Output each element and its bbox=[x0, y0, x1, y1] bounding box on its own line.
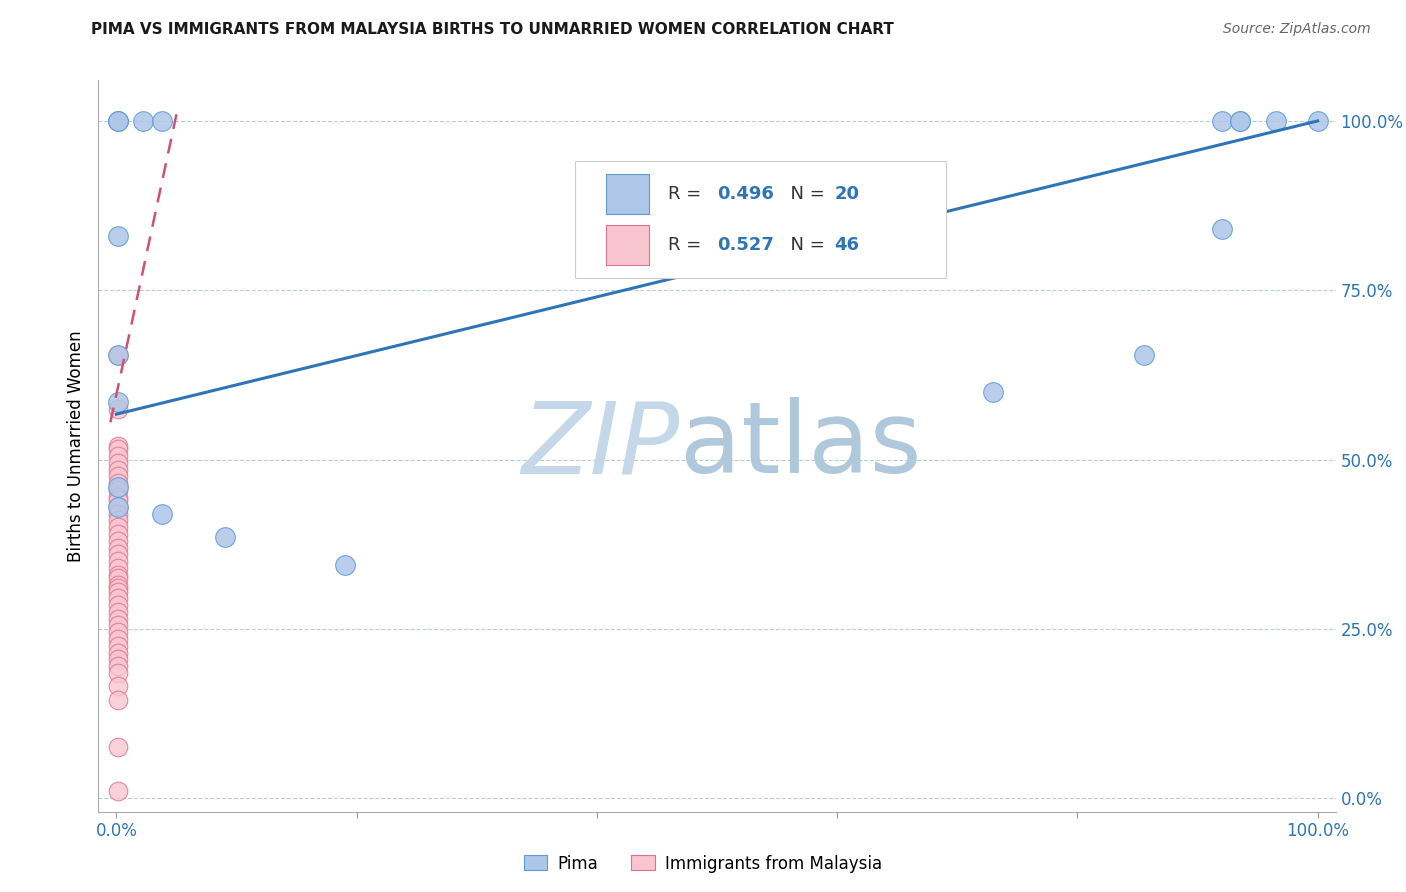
Text: 46: 46 bbox=[835, 235, 859, 254]
Point bbox=[107, 605, 129, 619]
FancyBboxPatch shape bbox=[606, 174, 650, 214]
Point bbox=[107, 659, 129, 673]
Point bbox=[107, 493, 129, 508]
Point bbox=[1211, 114, 1233, 128]
Point bbox=[107, 547, 129, 561]
Point bbox=[107, 114, 129, 128]
Point bbox=[107, 442, 129, 457]
Point bbox=[107, 114, 129, 128]
Point bbox=[107, 680, 129, 694]
Point bbox=[107, 463, 129, 477]
Point bbox=[107, 665, 129, 680]
Point bbox=[107, 584, 129, 599]
Text: N =: N = bbox=[779, 235, 831, 254]
Point bbox=[107, 618, 129, 632]
Text: ZIP: ZIP bbox=[522, 398, 681, 494]
Point bbox=[107, 483, 129, 497]
Point bbox=[1229, 114, 1251, 128]
Text: 0.527: 0.527 bbox=[717, 235, 773, 254]
Point bbox=[214, 530, 236, 544]
Point bbox=[107, 598, 129, 612]
Text: 0.496: 0.496 bbox=[717, 185, 773, 202]
Point bbox=[983, 384, 1005, 399]
Point bbox=[107, 490, 129, 504]
Point bbox=[107, 348, 129, 362]
Point bbox=[107, 625, 129, 640]
Text: Source: ZipAtlas.com: Source: ZipAtlas.com bbox=[1223, 22, 1371, 37]
Text: R =: R = bbox=[668, 235, 707, 254]
Point bbox=[107, 520, 129, 534]
Point bbox=[107, 469, 129, 483]
Point bbox=[107, 693, 129, 707]
Point bbox=[150, 507, 173, 521]
Point bbox=[107, 395, 129, 409]
Point bbox=[107, 507, 129, 521]
Point bbox=[132, 114, 155, 128]
Point bbox=[107, 229, 129, 244]
Y-axis label: Births to Unmarried Women: Births to Unmarried Women bbox=[66, 330, 84, 562]
Text: PIMA VS IMMIGRANTS FROM MALAYSIA BIRTHS TO UNMARRIED WOMEN CORRELATION CHART: PIMA VS IMMIGRANTS FROM MALAYSIA BIRTHS … bbox=[91, 22, 894, 37]
Point bbox=[107, 784, 129, 798]
Point bbox=[107, 612, 129, 626]
Point bbox=[107, 500, 129, 514]
Point bbox=[333, 558, 356, 572]
Point bbox=[107, 500, 129, 514]
Point bbox=[107, 567, 129, 582]
Text: 20: 20 bbox=[835, 185, 859, 202]
Point bbox=[107, 514, 129, 528]
Point bbox=[107, 533, 129, 548]
Text: R =: R = bbox=[668, 185, 707, 202]
Point bbox=[107, 449, 129, 463]
Point bbox=[107, 740, 129, 755]
Point bbox=[107, 401, 129, 416]
Point bbox=[107, 639, 129, 653]
FancyBboxPatch shape bbox=[575, 161, 946, 277]
Point bbox=[107, 476, 129, 491]
Point bbox=[1306, 114, 1329, 128]
Point bbox=[1211, 222, 1233, 236]
Point bbox=[107, 591, 129, 606]
Point bbox=[107, 114, 129, 128]
Point bbox=[1229, 114, 1251, 128]
Point bbox=[107, 114, 129, 128]
Point bbox=[107, 114, 129, 128]
Point bbox=[107, 581, 129, 595]
Legend: Pima, Immigrants from Malaysia: Pima, Immigrants from Malaysia bbox=[517, 848, 889, 880]
Point bbox=[107, 480, 129, 494]
Point bbox=[107, 456, 129, 470]
Point bbox=[150, 114, 173, 128]
Point bbox=[1264, 114, 1286, 128]
Point bbox=[107, 646, 129, 660]
Point bbox=[107, 632, 129, 646]
Point bbox=[107, 348, 129, 362]
Point bbox=[1132, 348, 1154, 362]
Text: atlas: atlas bbox=[681, 398, 921, 494]
FancyBboxPatch shape bbox=[606, 225, 650, 265]
Point bbox=[107, 578, 129, 592]
Point bbox=[107, 527, 129, 541]
Point bbox=[107, 561, 129, 575]
Point bbox=[107, 571, 129, 585]
Point bbox=[107, 541, 129, 555]
Point bbox=[107, 652, 129, 666]
Text: N =: N = bbox=[779, 185, 831, 202]
Point bbox=[107, 554, 129, 568]
Point bbox=[107, 439, 129, 453]
